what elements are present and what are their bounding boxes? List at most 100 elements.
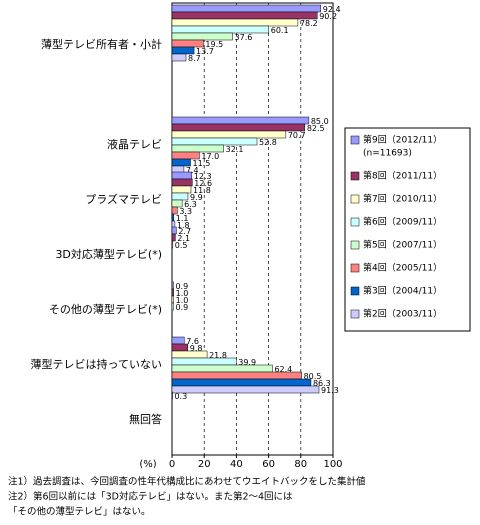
value-label: 2.7 [178,227,191,236]
value-label: 9.8 [190,344,203,353]
bar [171,4,322,13]
value-label: 0.9 [175,303,188,312]
bar [171,288,174,297]
legend-swatch [350,135,360,145]
category-label: その他の薄型テレビ(*) [49,302,162,316]
bar [171,11,318,20]
value-label: 78.2 [300,19,318,28]
legend-note: (n=11693) [363,149,412,159]
legend-swatch [350,171,360,181]
legend-swatch [350,240,360,250]
bar [171,350,208,359]
legend-label: 第8回（2011/11） [363,170,442,182]
value-label: 86.3 [313,379,331,388]
value-label: 0.3 [174,392,187,401]
value-label: 1.0 [176,296,189,305]
value-label: 1.8 [177,221,190,230]
bar [171,357,237,366]
bar [171,130,287,139]
x-tick-label: 20 [198,459,211,470]
value-label: 12.3 [194,172,212,181]
note: 注2）第6回以前には「3D対応テレビ」はない。また第2～4回には [8,491,293,503]
value-label: 82.5 [307,124,325,133]
value-label: 80.5 [304,372,322,381]
value-label: 92.4 [323,5,341,14]
value-label: 21.8 [209,351,227,360]
value-label: 85.0 [311,117,329,126]
value-label: 90.2 [319,12,337,21]
value-label: 32.1 [226,145,244,154]
category-label: 薄型テレビは持っていない [31,357,162,371]
bar [171,151,200,160]
legend-swatch [350,309,360,319]
value-label: 13.7 [196,47,214,56]
legend-swatch [350,286,360,296]
legend-label: 第5回（2007/11） [363,239,442,251]
bar [171,295,174,304]
category-label: 3D対応薄型テレビ(*) [55,247,162,261]
bar [171,185,192,194]
bar [171,206,178,215]
value-label: 9.9 [190,193,203,202]
legend-swatch [350,263,360,273]
legend-swatch [350,217,360,227]
bar [171,144,224,153]
bar [171,53,187,62]
value-label: 0.9 [175,282,188,291]
value-label: 3.3 [179,207,192,216]
legend-label: 第4回（2005/11） [363,262,442,274]
value-label: 7.4 [186,166,199,175]
value-label: 52.8 [259,138,277,147]
value-label: 1.1 [176,214,189,223]
x-tick-label: 80 [294,459,307,470]
value-label: 62.4 [274,365,292,374]
axis-unit: (%) [139,459,156,470]
value-label: 60.1 [271,26,289,35]
category-label: プラズマテレビ [85,192,162,206]
bar [171,32,233,41]
value-label: 6.3 [184,200,197,209]
bar [171,336,185,345]
legend-label: 第3回（2004/11） [363,285,442,297]
legend-label: 第7回（2010/11） [363,193,442,205]
bar [171,137,258,146]
bar [171,18,299,27]
category-label: 無回答 [129,412,162,426]
bar [171,364,273,373]
x-tick-label: 100 [323,459,342,470]
bar [171,116,310,125]
bar [171,378,312,387]
note: 注1）過去調査は、今回調査の性年代構成比にあわせてウエイトバックをした集計値 [8,476,366,488]
bar [171,25,270,34]
bar [171,281,174,290]
value-label: 19.5 [205,40,223,49]
bar [171,233,176,242]
bar [171,39,204,48]
value-label: 2.1 [177,234,190,243]
value-label: 11.8 [193,186,211,195]
x-tick-label: 60 [262,459,275,470]
bar [171,178,193,187]
value-label: 0.5 [175,241,188,250]
value-label: 39.9 [238,358,256,367]
value-label: 37.6 [235,33,253,42]
bar [171,371,302,380]
value-label: 12.6 [194,179,212,188]
bar [171,226,177,235]
bar [171,46,195,55]
x-tick-label: 40 [230,459,243,470]
legend-label: 第6回（2009/11） [363,216,442,228]
bar [171,123,306,132]
legend-swatch [350,194,360,204]
bar [171,192,189,201]
bar [171,343,189,352]
value-label: 11.5 [193,159,211,168]
value-label: 1.0 [176,289,189,298]
legend-label: 第2回（2003/11） [363,308,442,320]
value-label: 70.7 [288,131,306,140]
note: 「その他の薄型テレビ」はない。 [8,506,151,518]
value-label: 7.6 [186,337,199,346]
bar [171,213,175,222]
legend-box [344,127,471,332]
